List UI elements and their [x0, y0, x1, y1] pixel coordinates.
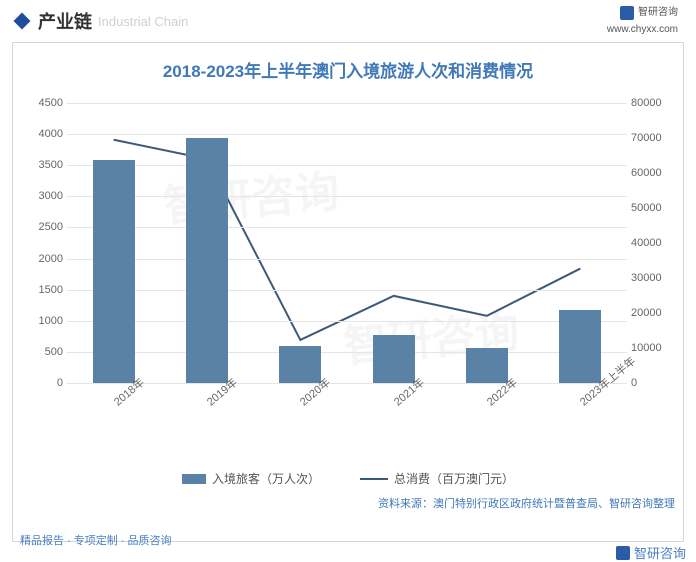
bar — [93, 160, 135, 383]
legend-line-label: 总消费（百万澳门元） — [394, 470, 514, 487]
gridline — [67, 321, 627, 322]
line-series — [114, 140, 581, 340]
legend-bar: 入境旅客（万人次） — [182, 470, 320, 487]
logo-icon — [620, 6, 634, 20]
gridline — [67, 134, 627, 135]
line-series-svg — [67, 103, 627, 383]
gridline — [67, 352, 627, 353]
chart-source: 资料来源：澳门特别行政区政府统计暨普查局、智研咨询整理 — [378, 495, 675, 511]
gridline — [67, 103, 627, 104]
bar — [373, 335, 415, 383]
y-right-tick: 70000 — [631, 132, 679, 144]
y-left-tick: 500 — [23, 346, 63, 358]
y-left-tick: 3000 — [23, 190, 63, 202]
bar — [279, 346, 321, 383]
y-right-tick: 80000 — [631, 97, 679, 109]
chart-container: 2018-2023年上半年澳门入境旅游人次和消费情况 智研咨询 智研咨询 050… — [12, 42, 684, 542]
section-subtitle: Industrial Chain — [98, 14, 188, 29]
y-right-tick: 60000 — [631, 167, 679, 179]
y-right-tick: 0 — [631, 377, 679, 389]
branding-top: 智研咨询 www.chyxx.com — [607, 6, 678, 36]
plot-area: 0500100015002000250030003500400045000100… — [67, 103, 627, 383]
y-right-tick: 50000 — [631, 202, 679, 214]
bar — [186, 138, 228, 383]
y-left-tick: 2000 — [23, 253, 63, 265]
gridline — [67, 290, 627, 291]
logo-icon — [616, 546, 630, 560]
company-name: 智研咨询 — [638, 7, 678, 19]
y-left-tick: 4000 — [23, 128, 63, 140]
y-left-tick: 1000 — [23, 315, 63, 327]
diamond-icon — [14, 13, 31, 30]
chart-title: 2018-2023年上半年澳门入境旅游人次和消费情况 — [13, 43, 683, 92]
section-title: 产业链 — [38, 8, 92, 34]
footer-company: 智研咨询 — [634, 543, 686, 562]
gridline — [67, 383, 627, 384]
gridline — [67, 196, 627, 197]
footer-logo: 智研咨询 — [616, 543, 686, 562]
gridline — [67, 227, 627, 228]
legend-line: 总消费（百万澳门元） — [360, 470, 514, 487]
gridline — [67, 259, 627, 260]
company-url: www.chyxx.com — [607, 24, 678, 36]
gridline — [67, 165, 627, 166]
y-left-tick: 2500 — [23, 221, 63, 233]
bar — [466, 348, 508, 383]
y-left-tick: 1500 — [23, 284, 63, 296]
y-right-tick: 20000 — [631, 307, 679, 319]
y-left-tick: 4500 — [23, 97, 63, 109]
chart-legend: 入境旅客（万人次） 总消费（百万澳门元） — [13, 470, 683, 487]
y-right-tick: 10000 — [631, 342, 679, 354]
y-right-tick: 40000 — [631, 237, 679, 249]
y-left-tick: 0 — [23, 377, 63, 389]
legend-bar-label: 入境旅客（万人次） — [212, 470, 320, 487]
bar — [559, 310, 601, 383]
footer-tagline: 精品报告 · 专项定制 · 品质咨询 — [20, 532, 172, 548]
section-header: 产业链 Industrial Chain 智研咨询 www.chyxx.com — [0, 0, 696, 38]
legend-line-swatch — [360, 478, 388, 480]
y-left-tick: 3500 — [23, 159, 63, 171]
y-right-tick: 30000 — [631, 272, 679, 284]
legend-bar-swatch — [182, 474, 206, 484]
